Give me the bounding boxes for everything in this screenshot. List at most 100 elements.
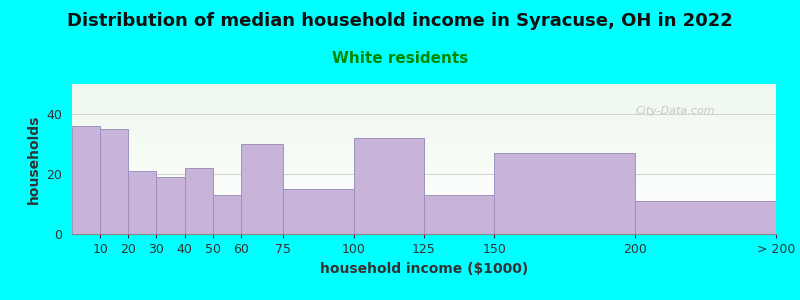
Bar bbox=[72, 215, 776, 216]
Bar bbox=[72, 205, 776, 206]
Bar bbox=[72, 200, 776, 201]
Bar bbox=[100, 129, 128, 234]
Bar bbox=[72, 160, 776, 161]
Bar bbox=[72, 174, 776, 175]
Bar bbox=[72, 212, 776, 213]
Bar bbox=[72, 129, 776, 130]
Bar bbox=[72, 135, 776, 136]
X-axis label: household income ($1000): household income ($1000) bbox=[320, 262, 528, 276]
Bar bbox=[72, 202, 776, 203]
Bar bbox=[72, 167, 776, 168]
Bar bbox=[72, 93, 776, 94]
Bar bbox=[72, 95, 776, 96]
Bar bbox=[72, 214, 776, 215]
Bar bbox=[72, 156, 776, 157]
Bar bbox=[72, 133, 776, 134]
Bar bbox=[72, 126, 100, 234]
Bar bbox=[72, 172, 776, 173]
Bar bbox=[72, 204, 776, 205]
Bar bbox=[72, 123, 776, 124]
Bar bbox=[72, 187, 776, 188]
Bar bbox=[72, 231, 776, 232]
Bar bbox=[72, 100, 776, 101]
Bar bbox=[72, 182, 776, 183]
Bar bbox=[72, 165, 776, 166]
Bar bbox=[72, 106, 776, 107]
Bar bbox=[72, 107, 776, 108]
Bar bbox=[283, 189, 354, 234]
Bar bbox=[72, 184, 776, 185]
Bar bbox=[72, 163, 776, 164]
Bar bbox=[72, 158, 776, 159]
Bar bbox=[72, 144, 776, 145]
Bar bbox=[72, 181, 776, 182]
Bar bbox=[72, 183, 776, 184]
Bar bbox=[72, 177, 776, 178]
Bar bbox=[128, 171, 157, 234]
Bar bbox=[72, 228, 776, 229]
Bar bbox=[72, 90, 776, 91]
Bar bbox=[72, 227, 776, 228]
Bar bbox=[72, 224, 776, 225]
Bar bbox=[72, 201, 776, 202]
Bar bbox=[72, 186, 776, 187]
Bar bbox=[72, 146, 776, 147]
Bar bbox=[72, 117, 776, 118]
Bar bbox=[72, 208, 776, 209]
Bar bbox=[72, 142, 776, 143]
Bar bbox=[72, 179, 776, 180]
Bar bbox=[72, 210, 776, 211]
Bar bbox=[72, 99, 776, 100]
Bar bbox=[72, 230, 776, 231]
Bar bbox=[72, 207, 776, 208]
Bar bbox=[72, 180, 776, 181]
Bar bbox=[72, 191, 776, 192]
Bar bbox=[72, 115, 776, 116]
Bar bbox=[72, 121, 776, 122]
Bar bbox=[72, 157, 776, 158]
Bar bbox=[72, 103, 776, 104]
Bar bbox=[72, 92, 776, 93]
Bar bbox=[72, 188, 776, 189]
Bar bbox=[157, 177, 185, 234]
Bar bbox=[72, 149, 776, 150]
Bar bbox=[72, 89, 776, 90]
Bar bbox=[72, 171, 776, 172]
Bar bbox=[72, 148, 776, 149]
Bar bbox=[72, 229, 776, 230]
Bar bbox=[72, 141, 776, 142]
Bar bbox=[72, 132, 776, 133]
Bar bbox=[72, 161, 776, 162]
Bar bbox=[72, 164, 776, 165]
Bar bbox=[72, 125, 776, 126]
Bar bbox=[72, 219, 776, 220]
Bar bbox=[72, 131, 776, 132]
Bar bbox=[72, 102, 776, 103]
Bar bbox=[72, 153, 776, 154]
Bar bbox=[72, 155, 776, 156]
Bar bbox=[72, 120, 776, 121]
Bar bbox=[72, 232, 776, 233]
Bar bbox=[72, 216, 776, 217]
Bar bbox=[72, 101, 776, 102]
Bar bbox=[72, 105, 776, 106]
Bar bbox=[72, 130, 776, 131]
Bar bbox=[72, 233, 776, 234]
Bar bbox=[72, 194, 776, 195]
Bar bbox=[72, 196, 776, 197]
Bar bbox=[72, 195, 776, 196]
Bar bbox=[72, 151, 776, 152]
Bar bbox=[72, 223, 776, 224]
Bar bbox=[72, 145, 776, 146]
Bar bbox=[72, 221, 776, 222]
Bar bbox=[72, 134, 776, 135]
Bar bbox=[72, 98, 776, 99]
Bar bbox=[72, 143, 776, 144]
Bar bbox=[72, 84, 776, 85]
Bar bbox=[72, 213, 776, 214]
Bar bbox=[424, 195, 494, 234]
Bar bbox=[635, 201, 776, 234]
Bar bbox=[72, 118, 776, 119]
Y-axis label: households: households bbox=[27, 114, 41, 204]
Bar bbox=[72, 218, 776, 219]
